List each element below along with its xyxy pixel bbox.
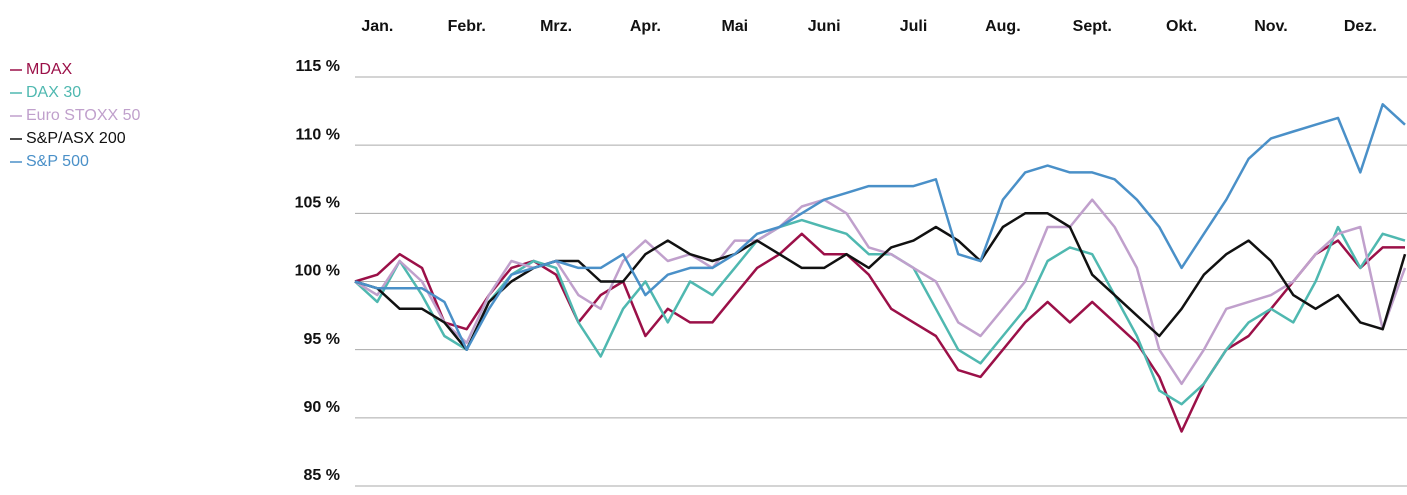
y-tick-label: 110 % bbox=[296, 126, 340, 143]
month-label: Apr. bbox=[630, 18, 661, 35]
legend-label: DAX 30 bbox=[26, 84, 81, 101]
month-label: Aug. bbox=[985, 18, 1021, 35]
legend-label: S&P/ASX 200 bbox=[26, 130, 126, 147]
month-label: Jan. bbox=[361, 18, 393, 35]
series-line bbox=[354, 198, 1407, 386]
y-tick-label: 105 % bbox=[295, 195, 340, 212]
y-tick-label: 95 % bbox=[304, 331, 340, 348]
month-label: Juli bbox=[900, 18, 928, 35]
month-label: Okt. bbox=[1166, 18, 1197, 35]
month-label: Sept. bbox=[1073, 18, 1112, 35]
month-label: Febr. bbox=[448, 18, 486, 35]
legend-label: Euro STOXX 50 bbox=[26, 107, 141, 124]
y-tick-label: 85 % bbox=[304, 467, 340, 484]
y-tick-label: 100 % bbox=[295, 263, 340, 280]
series-line bbox=[354, 103, 1406, 351]
y-tick-label: 90 % bbox=[304, 399, 340, 416]
month-label: Mai bbox=[721, 18, 748, 35]
month-label: Juni bbox=[808, 18, 841, 35]
legend-label: MDAX bbox=[26, 61, 73, 78]
y-tick-label: 115 % bbox=[296, 58, 340, 75]
month-label: Dez. bbox=[1344, 18, 1377, 35]
legend-label: S&P 500 bbox=[26, 153, 89, 170]
month-label: Mrz. bbox=[540, 18, 572, 35]
month-label: Nov. bbox=[1254, 18, 1287, 35]
series-line bbox=[354, 232, 1405, 433]
series-line bbox=[354, 218, 1406, 406]
